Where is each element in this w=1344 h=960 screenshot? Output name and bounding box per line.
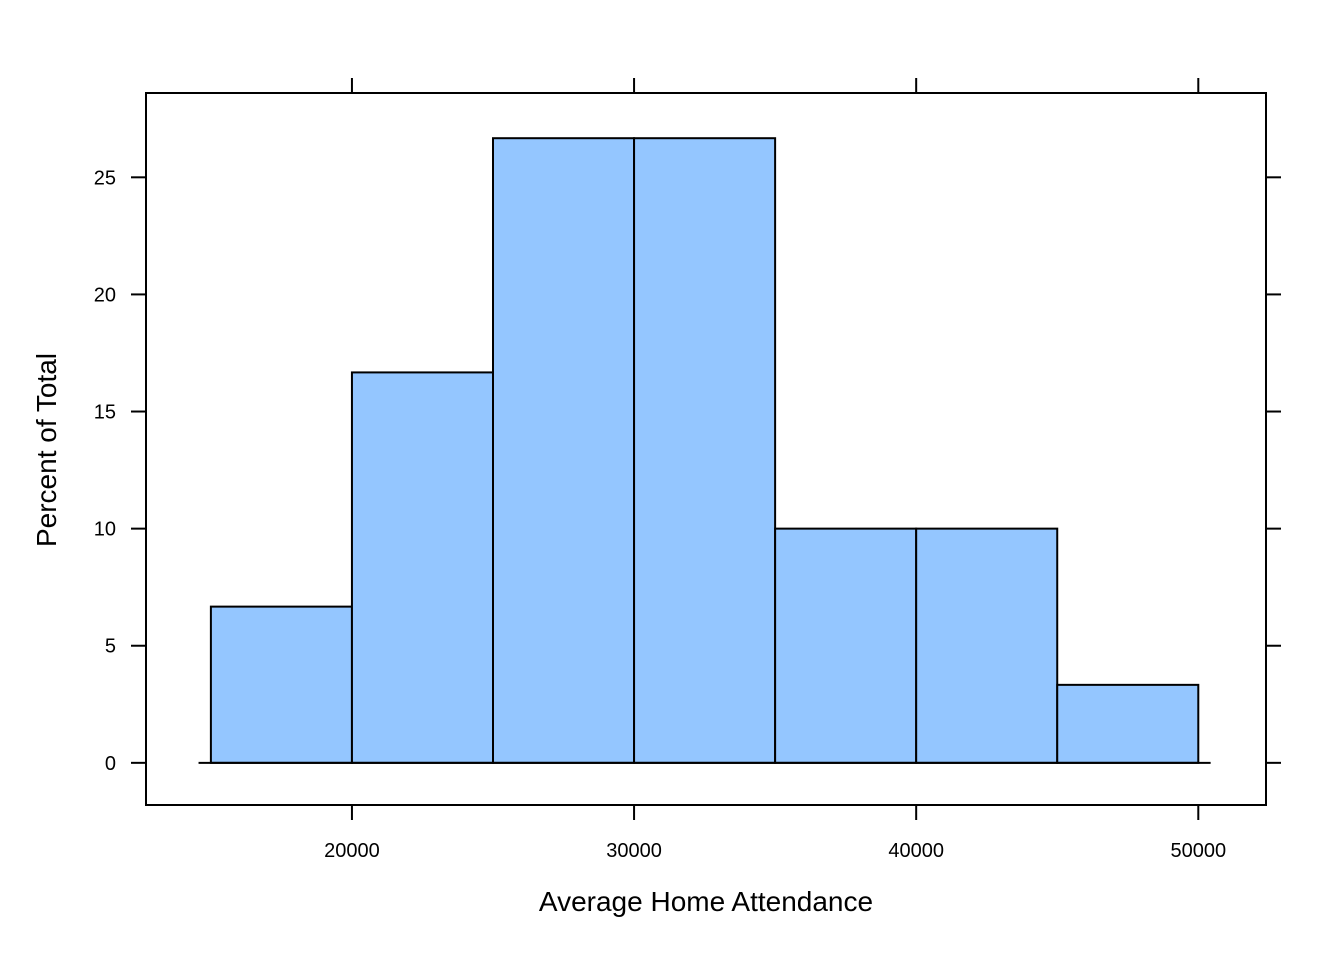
tick-labels-group: 20000 30000 40000 50000 0 5 10 15 20 25 — [94, 167, 1226, 862]
histogram-bar-6 — [915, 527, 1059, 764]
histogram-bar-2 — [350, 371, 495, 764]
histogram-bar-4 — [633, 137, 777, 764]
histogram-bar-1 — [209, 605, 353, 764]
y-tick-label: 15 — [94, 402, 116, 424]
x-tick-label: 40000 — [888, 840, 944, 862]
histogram-bar-7 — [1056, 683, 1200, 764]
histogram-bar-5 — [774, 527, 918, 764]
histogram-bar-3 — [492, 137, 636, 764]
y-tick-label: 5 — [105, 636, 116, 658]
y-tick-label: 10 — [94, 519, 116, 541]
x-axis-title: Average Home Attendance — [539, 886, 873, 917]
x-tick-label: 50000 — [1170, 840, 1226, 862]
ticks-group — [131, 78, 1281, 820]
bars-group — [209, 137, 1200, 764]
y-tick-label: 0 — [105, 753, 116, 775]
plot-frame — [145, 92, 1267, 806]
x-tick-label: 30000 — [606, 840, 662, 862]
y-tick-label: 20 — [94, 284, 116, 306]
x-tick-label: 20000 — [324, 840, 380, 862]
y-axis-title: Percent of Total — [31, 353, 62, 547]
y-tick-label: 25 — [94, 167, 116, 189]
